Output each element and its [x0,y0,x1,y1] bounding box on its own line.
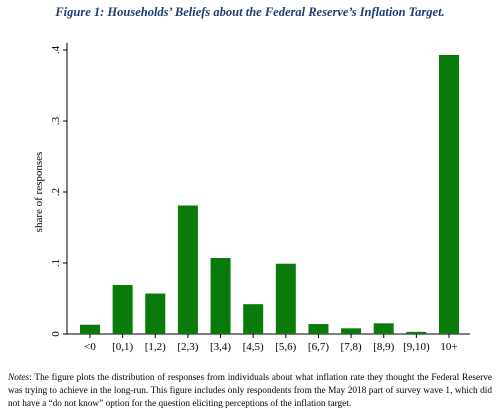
bar [177,205,198,334]
x-tick-label: [4,5) [243,341,264,353]
bar [341,328,362,334]
bar-chart: 0 .1 .2 .3 .4 share of responses <0 [0,1) [1,2) [… [33,42,470,353]
chart-area: 0 .1 .2 .3 .4 share of responses <0 [0,1) [1,2) [… [33,42,470,353]
x-tick-label: [9,10) [403,341,430,353]
x-tick-label: [0,1) [112,341,133,353]
bar [373,323,394,334]
y-tick-label: .2 [50,188,62,196]
x-tick-label: [8,9) [373,341,394,353]
y-tick-label: 0 [50,331,62,337]
x-tick-label: [7,8) [341,341,362,353]
bar [80,324,100,334]
notes-label: Notes [8,373,30,383]
axes [63,42,470,338]
labels: 0 .1 .2 .3 .4 share of responses <0 [0,1) [1,2) [… [33,45,458,353]
figure-notes: Notes: The figure plots the distribution… [8,372,492,412]
x-tick-label: 10+ [440,341,457,353]
bar [210,258,231,334]
x-tick-label: <0 [84,341,96,353]
y-tick-label: .3 [50,116,62,125]
x-tick-label: [2,3) [177,341,198,353]
x-tick-label: [5,6) [275,341,296,353]
bar [145,293,166,334]
y-axis-label: share of responses [33,152,45,233]
bars [80,54,459,334]
x-tick-label: [3,4) [210,341,231,353]
bar [243,304,264,334]
y-tick-label: .4 [50,45,62,54]
figure-title: Figure 1: Households’ Beliefs about the … [55,5,445,19]
bar [308,324,329,334]
bar [112,285,133,334]
x-tick-label: [1,2) [145,341,166,353]
bar [275,263,296,334]
notes-text: : The figure plots the distribution of r… [8,373,492,410]
y-tick-label: .1 [50,259,62,267]
x-tick-label: [6,7) [308,341,329,353]
bar [439,54,459,334]
bar [406,331,427,334]
